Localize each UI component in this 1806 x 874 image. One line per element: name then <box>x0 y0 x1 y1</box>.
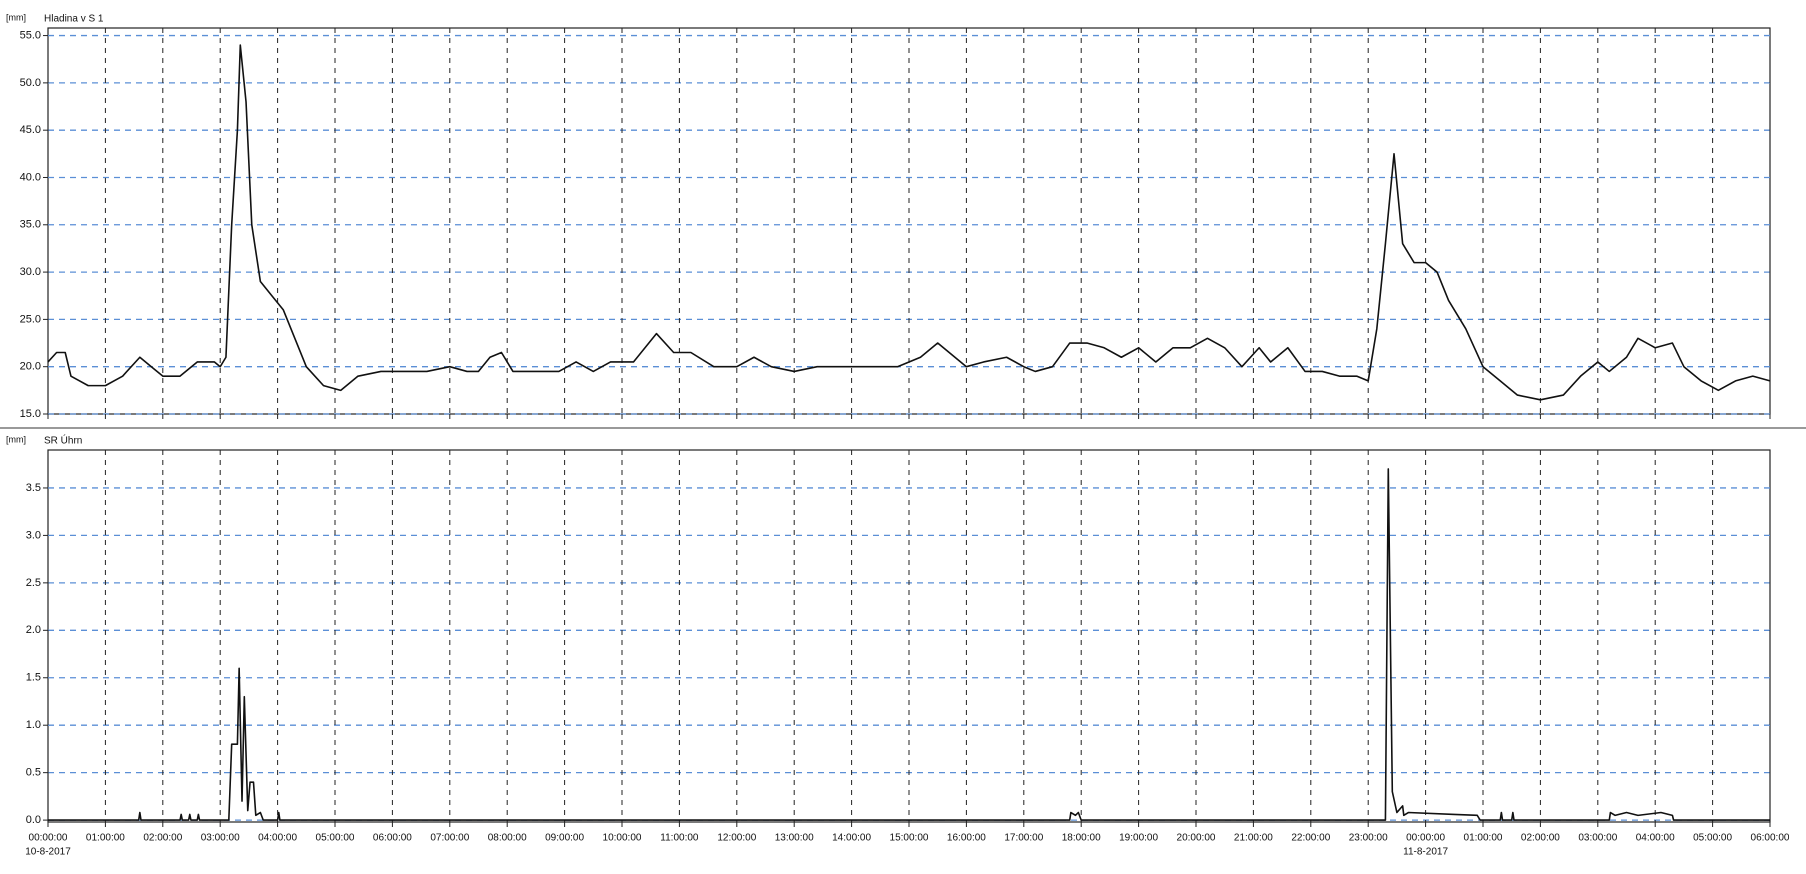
y-tick-label: 15.0 <box>20 408 41 420</box>
x-tick-label: 08:00:00 <box>488 833 527 844</box>
x-tick-label: 01:00:00 <box>1464 833 1503 844</box>
x-tick-label: 20:00:00 <box>1177 833 1216 844</box>
x-tick-label: 22:00:00 <box>1291 833 1330 844</box>
y-tick-label: 1.0 <box>26 719 41 731</box>
x-tick-label: 09:00:00 <box>545 833 584 844</box>
x-tick-label: 02:00:00 <box>143 833 182 844</box>
y-tick-label: 3.5 <box>26 482 41 494</box>
x-tick-label: 01:00:00 <box>86 833 125 844</box>
x-tick-label: 02:00:00 <box>1521 833 1560 844</box>
x-tick-label: 13:00:00 <box>775 833 814 844</box>
x-tick-label: 00:00:00 <box>29 833 68 844</box>
y-tick-label: 3.0 <box>26 529 41 541</box>
y-tick-label: 35.0 <box>20 219 41 231</box>
x-tick-label: 03:00:00 <box>201 833 240 844</box>
x-tick-label: 04:00:00 <box>258 833 297 844</box>
y-tick-label: 55.0 <box>20 29 41 41</box>
x-tick-label: 06:00:00 <box>373 833 412 844</box>
x-tick-label: 12:00:00 <box>717 833 756 844</box>
y-tick-label: 20.0 <box>20 361 41 373</box>
data-line <box>47 44 1771 401</box>
x-tick-label: 19:00:00 <box>1119 833 1158 844</box>
x-tick-label: 14:00:00 <box>832 833 871 844</box>
x-tick-label: 07:00:00 <box>430 833 469 844</box>
y-tick-label: 25.0 <box>20 313 41 325</box>
x-tick-label: 23:00:00 <box>1349 833 1388 844</box>
x-tick-label: 05:00:00 <box>316 833 355 844</box>
y-tick-label: 2.5 <box>26 577 41 589</box>
x-tick-label: 10:00:00 <box>603 833 642 844</box>
data-line <box>48 468 1770 821</box>
y-tick-label: 30.0 <box>20 266 41 278</box>
x-date-label: 10-8-2017 <box>25 847 71 858</box>
chart-title: Hladina v S 1 <box>44 14 104 25</box>
x-tick-label: 00:00:00 <box>1406 833 1445 844</box>
y-tick-label: 50.0 <box>20 77 41 89</box>
y-tick-label: 2.0 <box>26 624 41 636</box>
y-tick-label: 45.0 <box>20 124 41 136</box>
chart-title: SR Úhrn <box>44 434 82 447</box>
x-tick-label: 16:00:00 <box>947 833 986 844</box>
x-tick-label: 15:00:00 <box>890 833 929 844</box>
x-tick-label: 17:00:00 <box>1004 833 1043 844</box>
y-unit: [mm] <box>6 434 26 444</box>
y-tick-label: 1.5 <box>26 672 41 684</box>
x-tick-label: 05:00:00 <box>1693 833 1732 844</box>
x-tick-label: 21:00:00 <box>1234 833 1273 844</box>
y-unit: [mm] <box>6 12 26 22</box>
y-tick-label: 0.5 <box>26 767 41 779</box>
x-tick-label: 11:00:00 <box>660 833 699 844</box>
x-tick-label: 03:00:00 <box>1578 833 1617 844</box>
x-date-label: 11-8-2017 <box>1403 847 1448 858</box>
y-tick-label: 40.0 <box>20 171 41 183</box>
x-tick-label: 06:00:00 <box>1751 833 1790 844</box>
x-tick-label: 18:00:00 <box>1062 833 1101 844</box>
y-tick-label: 0.0 <box>26 814 41 826</box>
x-tick-label: 04:00:00 <box>1636 833 1675 844</box>
